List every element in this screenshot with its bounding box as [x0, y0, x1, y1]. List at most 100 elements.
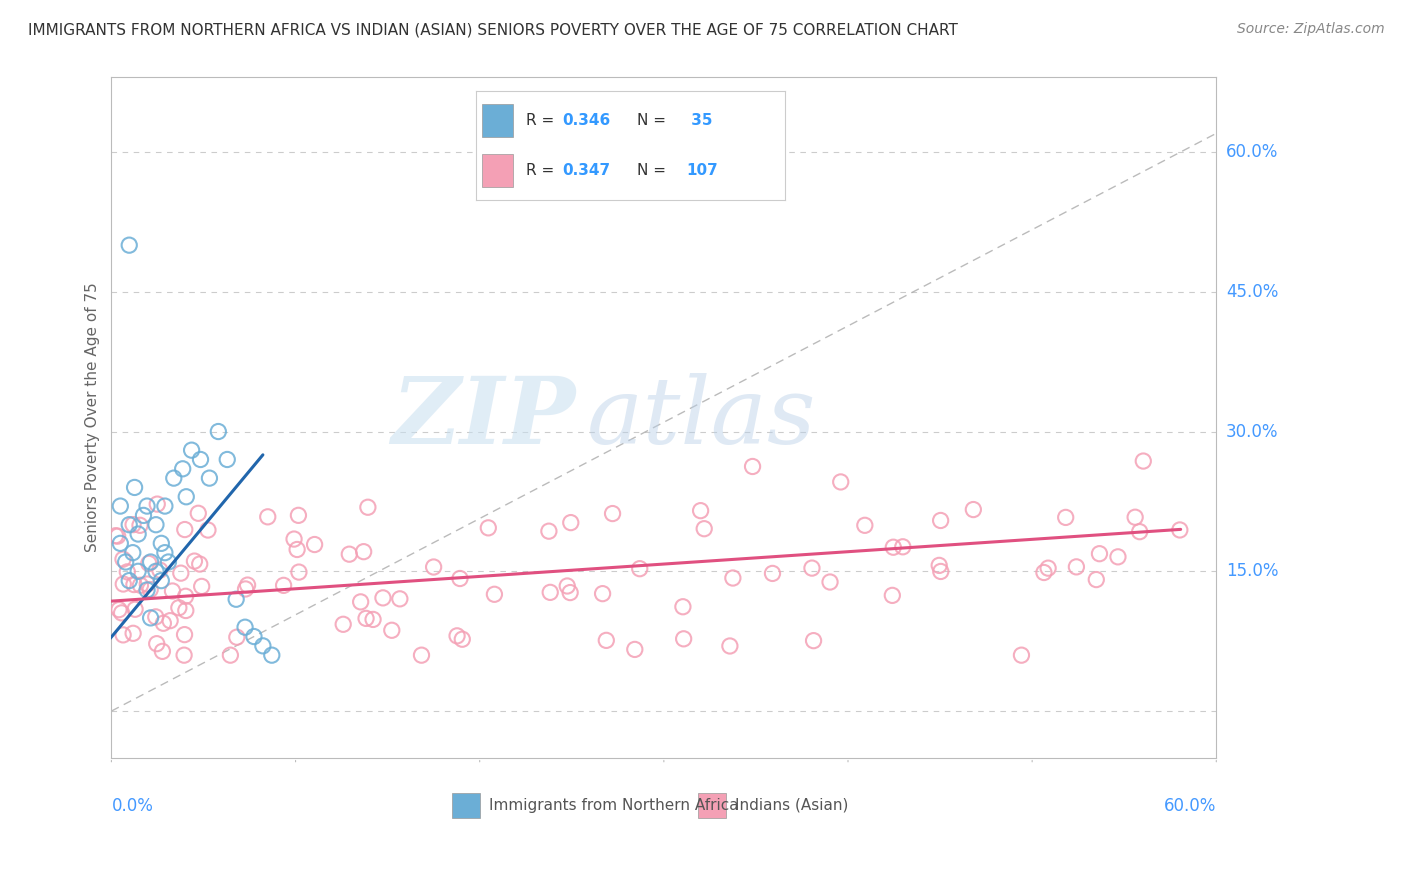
Point: [233, 620, 256, 634]
Text: 60.0%: 60.0%: [1164, 797, 1216, 814]
Point: [153, 499, 176, 513]
Point: [484, 587, 506, 601]
Point: [371, 591, 394, 605]
Point: [127, 527, 149, 541]
Point: [451, 632, 474, 647]
Point: [718, 639, 741, 653]
Point: [283, 532, 305, 546]
Point: [350, 595, 373, 609]
Point: [114, 555, 136, 569]
Point: [139, 611, 162, 625]
Point: [592, 587, 614, 601]
Point: [332, 617, 354, 632]
Point: [146, 497, 169, 511]
Point: [672, 632, 695, 646]
Point: [162, 584, 184, 599]
Point: [153, 546, 176, 560]
Point: [1132, 454, 1154, 468]
Point: [173, 648, 195, 662]
Point: [124, 480, 146, 494]
Point: [110, 499, 132, 513]
Point: [628, 562, 651, 576]
Point: [110, 606, 132, 620]
Text: 45.0%: 45.0%: [1226, 283, 1278, 301]
Point: [219, 648, 242, 662]
Point: [882, 540, 904, 554]
Point: [357, 500, 380, 515]
Point: [236, 578, 259, 592]
Point: [124, 602, 146, 616]
Text: IMMIGRANTS FROM NORTHERN AFRICA VS INDIAN (ASIAN) SENIORS POVERTY OVER THE AGE O: IMMIGRANTS FROM NORTHERN AFRICA VS INDIA…: [28, 22, 957, 37]
Point: [108, 602, 131, 616]
Point: [136, 499, 159, 513]
Point: [174, 603, 197, 617]
Point: [273, 578, 295, 592]
Point: [122, 517, 145, 532]
Point: [689, 503, 711, 517]
Point: [129, 578, 152, 592]
Point: [411, 648, 433, 662]
Point: [217, 452, 239, 467]
Point: [260, 648, 283, 662]
Point: [187, 506, 209, 520]
Point: [555, 579, 578, 593]
Point: [207, 425, 229, 439]
Point: [1168, 523, 1191, 537]
Point: [170, 566, 193, 581]
Point: [560, 585, 582, 599]
Point: [235, 582, 257, 596]
Point: [117, 565, 139, 579]
Point: [449, 572, 471, 586]
Point: [110, 536, 132, 550]
Point: [761, 566, 783, 581]
Point: [197, 523, 219, 537]
Point: [136, 582, 159, 597]
Text: 30.0%: 30.0%: [1226, 423, 1278, 441]
Point: [304, 537, 326, 551]
Point: [163, 471, 186, 485]
Point: [107, 529, 129, 543]
Point: [361, 612, 384, 626]
Point: [145, 637, 167, 651]
Point: [174, 490, 197, 504]
Point: [225, 630, 247, 644]
Point: [225, 592, 247, 607]
Point: [538, 585, 561, 599]
Point: [139, 555, 162, 569]
Point: [962, 502, 984, 516]
Point: [172, 462, 194, 476]
Point: [818, 574, 841, 589]
Point: [112, 577, 135, 591]
Point: [1032, 566, 1054, 580]
Point: [145, 564, 167, 578]
Text: 15.0%: 15.0%: [1226, 562, 1278, 581]
Point: [159, 614, 181, 628]
Point: [152, 644, 174, 658]
Point: [256, 509, 278, 524]
Point: [150, 574, 173, 588]
Point: [122, 626, 145, 640]
Point: [127, 564, 149, 578]
Point: [287, 508, 309, 523]
Point: [477, 521, 499, 535]
Point: [180, 443, 202, 458]
Point: [285, 542, 308, 557]
Text: Source: ZipAtlas.com: Source: ZipAtlas.com: [1237, 22, 1385, 37]
Point: [132, 508, 155, 523]
Point: [150, 536, 173, 550]
Point: [173, 523, 195, 537]
Point: [381, 624, 404, 638]
Point: [353, 544, 375, 558]
Point: [803, 633, 825, 648]
Point: [672, 599, 695, 614]
Point: [157, 555, 180, 569]
Point: [188, 557, 211, 571]
Point: [560, 516, 582, 530]
Point: [173, 627, 195, 641]
Point: [174, 589, 197, 603]
Point: [152, 616, 174, 631]
Point: [595, 633, 617, 648]
Point: [800, 561, 823, 575]
Point: [118, 517, 141, 532]
Point: [104, 529, 127, 543]
